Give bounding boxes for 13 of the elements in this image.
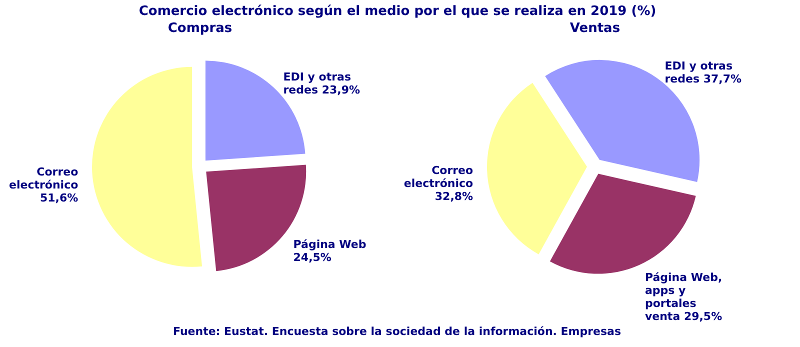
source-note: Fuente: Eustat. Encuesta sobre la sociedad de la información. Empresas	[172, 325, 622, 338]
slice-label: EDI y otras redes 23,9%	[283, 70, 360, 96]
chart-title: Ventas	[570, 21, 620, 36]
slice-label: EDI y otras redes 37,7%	[664, 59, 742, 86]
slice-label: Página Web	[293, 238, 366, 252]
data-label: 24,5%	[293, 251, 332, 264]
data-label: 32,8%	[434, 190, 474, 203]
slice-label: Página Web, apps y portales venta 29,5%	[644, 270, 722, 323]
text: Comercio electrónico según el medio por el que se realiza en 2019 (%)	[138, 4, 656, 19]
data-label: 51,6%	[40, 192, 78, 205]
chart-title: Compras	[168, 21, 232, 36]
slice-label: Correo electrónico	[404, 164, 474, 190]
slice-label: Correo electrónico	[9, 166, 79, 192]
